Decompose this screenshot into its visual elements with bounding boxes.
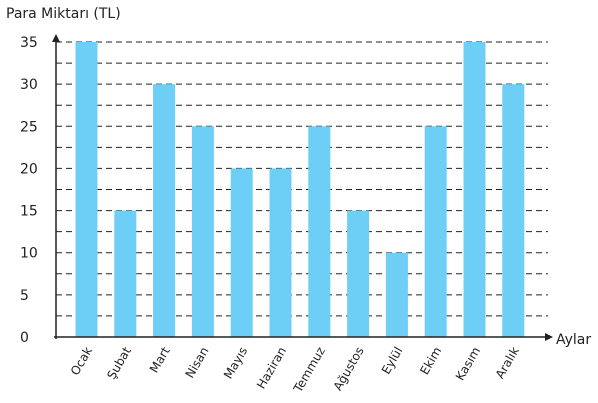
bar-temmuz bbox=[308, 126, 331, 338]
x-tick-label: Haziran bbox=[254, 345, 289, 392]
bar-eylül bbox=[385, 252, 408, 337]
x-tick-label: Ekim bbox=[417, 345, 444, 378]
x-tick-label: Temmuz bbox=[290, 345, 328, 396]
bar-ekim bbox=[424, 126, 447, 338]
x-tick-label: Mayıs bbox=[221, 345, 250, 382]
bar-kasım bbox=[463, 42, 486, 337]
y-tick-label: 35 bbox=[20, 35, 38, 51]
y-tick-label: 30 bbox=[20, 77, 38, 93]
x-tick-labels: Ocak Şubat Mart Nisan Mayıs Haziran Temmuz Ağus… bbox=[68, 344, 522, 395]
bar-ocak bbox=[75, 42, 98, 337]
bar-nisan bbox=[191, 126, 214, 338]
axes bbox=[52, 34, 553, 341]
bar-şubat bbox=[114, 210, 137, 337]
bar-mart bbox=[153, 84, 176, 338]
bar-ağustos bbox=[347, 210, 370, 337]
y-tick-label: 5 bbox=[20, 288, 29, 304]
bars bbox=[75, 42, 525, 338]
y-tick-label: 20 bbox=[20, 161, 38, 177]
x-tick-label: Ağustos bbox=[331, 345, 367, 394]
x-tick-label: Şubat bbox=[104, 344, 134, 381]
y-tick-label: 0 bbox=[20, 330, 29, 346]
x-axis-title: Aylar bbox=[556, 332, 591, 348]
y-axis-title: Para Miktarı (TL) bbox=[6, 6, 121, 22]
bar-haziran bbox=[269, 168, 292, 337]
x-tick-label: Nisan bbox=[183, 345, 212, 381]
x-tick-label: Mart bbox=[147, 344, 173, 375]
y-tick-labels: 0 5 10 15 20 25 30 35 bbox=[20, 35, 38, 346]
x-tick-label: Ocak bbox=[68, 344, 95, 377]
y-tick-label: 10 bbox=[20, 246, 38, 262]
x-axis-arrow bbox=[545, 333, 553, 341]
x-tick-label: Kasım bbox=[453, 345, 483, 383]
bar-aralık bbox=[502, 84, 525, 338]
x-tick-label: Aralık bbox=[493, 344, 522, 381]
bar-mayıs bbox=[230, 168, 253, 337]
y-tick-label: 15 bbox=[20, 204, 38, 220]
y-tick-label: 25 bbox=[20, 119, 38, 135]
x-tick-label: Eylül bbox=[379, 345, 406, 377]
y-axis-arrow bbox=[52, 34, 60, 42]
